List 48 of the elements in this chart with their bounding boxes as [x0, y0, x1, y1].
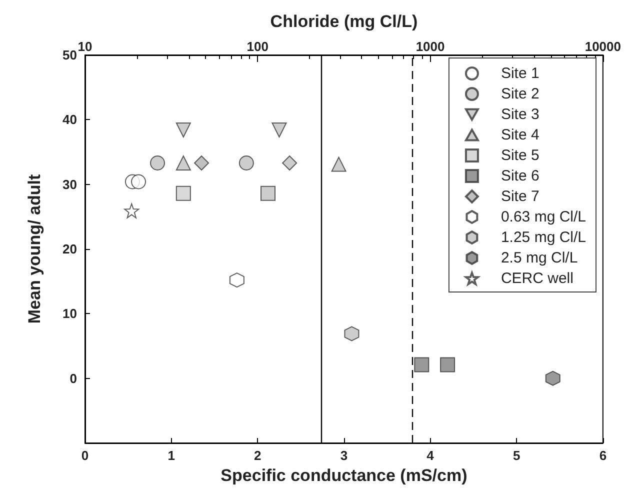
point [124, 203, 140, 218]
x2-tick-label: 10000 [584, 39, 622, 54]
x2-tick-label: 10 [78, 39, 92, 54]
point [194, 155, 210, 170]
point [176, 155, 191, 170]
x-tick-label: 4 [426, 448, 435, 463]
x-tick-label: 6 [599, 448, 607, 463]
point [229, 272, 244, 288]
point [238, 155, 254, 170]
point [176, 186, 191, 201]
y-tick-label: 10 [62, 306, 77, 322]
legend-label: 2.5 mg Cl/L [500, 250, 578, 266]
y-tick-label: 40 [62, 112, 77, 128]
x2-tick-label: 1000 [416, 39, 445, 54]
y-tick-label: 30 [62, 176, 77, 192]
point [260, 186, 276, 201]
y-tick-label: 0 [70, 370, 77, 386]
y-tick-label: 20 [62, 242, 77, 256]
legend-label: Site 6 [500, 168, 540, 184]
y-tick-label: 50 [62, 48, 77, 62]
point [545, 370, 560, 386]
point [272, 122, 287, 138]
point [344, 326, 360, 342]
legend-label: Site 7 [500, 188, 540, 205]
legend-label: Site 2 [500, 86, 540, 102]
point [414, 357, 430, 372]
x-tick-label: 2 [254, 448, 262, 463]
legend-label: 0.63 mg Cl/L [500, 208, 586, 226]
legend-label: 1.25 mg Cl/L [500, 229, 586, 246]
x-tick-label: 5 [512, 448, 520, 463]
point [176, 122, 191, 138]
x2-tick-label: 100 [246, 39, 268, 54]
legend-label: CERC well [500, 270, 574, 287]
point [150, 155, 165, 170]
x-tick-label: 3 [340, 448, 348, 463]
legend-label: Site 5 [500, 147, 540, 164]
x-tick-label: 1 [168, 448, 175, 463]
x-axis-title: Specific conductance (mS/cm) [220, 466, 468, 485]
point [131, 174, 146, 190]
legend-label: Site 3 [500, 106, 540, 123]
x2-axis-title: Chloride (mg Cl/L) [270, 12, 418, 31]
y-axis-title: Mean young/ adult [25, 174, 44, 324]
point [440, 357, 456, 372]
x-tick-label: 0 [81, 448, 89, 463]
point [282, 155, 298, 170]
point [331, 156, 346, 172]
legend-label: Site 4 [500, 126, 540, 144]
legend-label: Site 1 [500, 65, 540, 82]
